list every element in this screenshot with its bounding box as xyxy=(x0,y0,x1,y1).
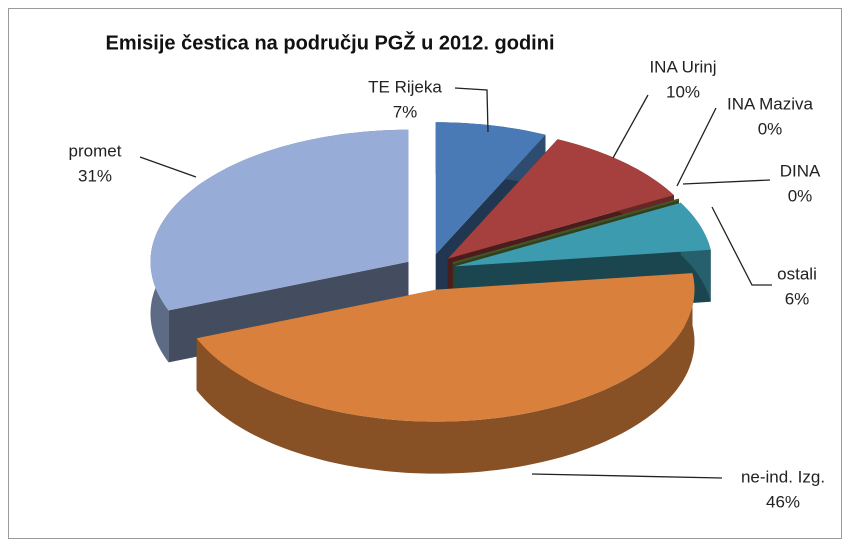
value-label: 46% xyxy=(766,492,800,511)
slice xyxy=(150,129,409,311)
value-label: 0% xyxy=(758,119,783,138)
slice-label: INA Urinj xyxy=(649,57,716,76)
slice-side xyxy=(196,273,695,474)
slice-label: promet xyxy=(69,141,122,160)
leader-line xyxy=(454,87,489,133)
value-label: 10% xyxy=(666,82,700,101)
slice-label: TE Rijeka xyxy=(368,77,442,96)
slice xyxy=(435,122,546,255)
leader-line xyxy=(139,156,197,178)
slice xyxy=(447,139,674,259)
leader-line xyxy=(711,206,772,286)
slice-label: ostali xyxy=(777,264,817,283)
leader-line xyxy=(676,107,717,187)
slice-label: ne-ind. Izg. xyxy=(741,467,825,486)
leader-line xyxy=(612,94,649,159)
leader-line xyxy=(682,179,771,185)
slice xyxy=(454,202,711,267)
slice xyxy=(452,198,680,265)
slice xyxy=(196,273,695,422)
value-label: 7% xyxy=(393,102,418,121)
value-label: 31% xyxy=(78,166,112,185)
slice-label: DINA xyxy=(780,161,821,180)
slice-label: INA Maziva xyxy=(727,94,814,113)
leader-line xyxy=(531,473,723,479)
chart-title: Emisije čestica na području PGŽ u 2012. … xyxy=(105,30,554,54)
value-label: 0% xyxy=(788,186,813,205)
labels: TE Rijeka 7% INA Urinj 10% INA Maziva 0% DINA 0… xyxy=(69,57,826,511)
pie xyxy=(150,122,711,474)
value-label: 6% xyxy=(785,289,810,308)
